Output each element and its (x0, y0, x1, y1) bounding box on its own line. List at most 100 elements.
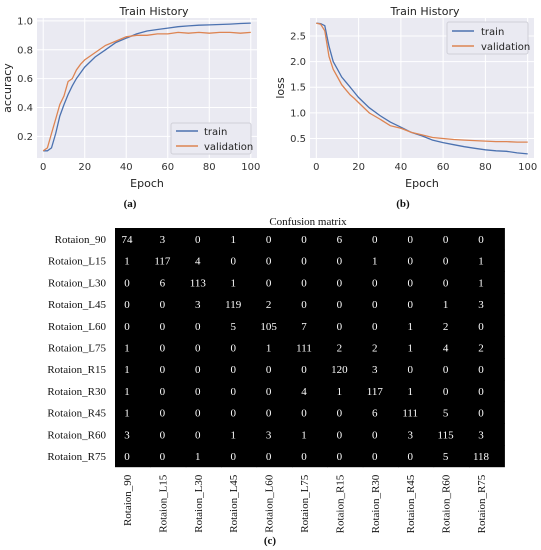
confusion-matrix-col-labels: Rotaion_90 Rotaion_L15 Rotaion_L30 Rotaion_… (122, 474, 488, 533)
confusion-matrix-value: 1 (407, 386, 413, 398)
confusion-matrix-cell (362, 271, 399, 294)
confusion-matrix-cell (115, 314, 151, 337)
confusion-matrix-value: 0 (230, 451, 236, 463)
confusion-matrix-value: 120 (331, 364, 348, 376)
confusion-matrix-value: 0 (407, 364, 413, 376)
confusion-matrix-cell (292, 445, 328, 468)
confusion-matrix-cell (292, 249, 328, 272)
confusion-matrix-cell (185, 228, 222, 251)
confusion-matrix-cell (327, 379, 364, 403)
accuracy-lines (42, 22, 251, 152)
confusion-matrix-row-label: Rotaion_R45 (47, 408, 106, 420)
confusion-matrix-value: 3 (266, 429, 272, 441)
confusion-matrix-value: 0 (160, 343, 166, 355)
confusion-matrix-value: 119 (225, 299, 242, 311)
confusion-matrix-value: 0 (443, 256, 449, 268)
confusion-matrix-cell (362, 401, 399, 424)
confusion-matrix-cell (469, 423, 505, 446)
accuracy-x-tick-label: 100 (241, 162, 260, 173)
confusion-matrix-value: 3 (478, 429, 484, 441)
confusion-matrix-value: 0 (124, 451, 130, 463)
confusion-matrix-cell (150, 314, 187, 337)
confusion-matrix-value: 0 (195, 429, 201, 441)
confusion-matrix-cell (398, 336, 435, 359)
confusion-matrix-value: 1 (195, 451, 201, 463)
loss-chart: Train History 0 20 40 60 80 100 0.5 1.0 1.5 2.0 2.… (274, 5, 537, 210)
confusion-matrix-cell (327, 249, 364, 272)
confusion-matrix-value: 74 (122, 234, 134, 246)
confusion-matrix-value: 0 (301, 234, 307, 246)
confusion-matrix-value: 1 (407, 321, 413, 333)
confusion-matrix-cell (433, 228, 470, 251)
confusion-matrix-cell (433, 336, 470, 359)
confusion-matrix-cell (433, 445, 470, 468)
accuracy-x-tick-label: 40 (120, 162, 133, 173)
confusion-matrix-cell (469, 336, 505, 359)
confusion-matrix-cell (362, 423, 399, 446)
confusion-matrix-cell (115, 336, 151, 359)
confusion-matrix-value: 0 (337, 299, 343, 311)
confusion-matrix-value: 4 (301, 386, 307, 398)
confusion-matrix-cell (433, 271, 470, 294)
confusion-matrix-value: 0 (230, 256, 236, 268)
confusion-matrix-value: 0 (372, 277, 378, 289)
confusion-matrix-col-label: Rotaion_R75 (476, 474, 488, 533)
confusion-matrix-cell (256, 423, 293, 446)
accuracy-legend-validation-label: validation (204, 142, 253, 153)
confusion-matrix-cell (256, 445, 293, 468)
confusion-matrix-value: 0 (195, 234, 201, 246)
confusion-matrix-value: 1 (230, 234, 236, 246)
confusion-matrix-cell (115, 271, 151, 294)
loss-legend: train validation (446, 21, 530, 55)
confusion-matrix-value: 0 (337, 429, 343, 441)
accuracy-caption: (a) (124, 198, 137, 210)
accuracy-x-tick-label: 20 (78, 162, 91, 173)
confusion-matrix-cell (150, 228, 187, 251)
accuracy-y-tick-label: 0.8 (17, 45, 33, 56)
confusion-matrix-value: 0 (443, 386, 449, 398)
confusion-matrix-row-label: Rotaion_R60 (47, 429, 106, 441)
loss-y-tick-label: 1.5 (290, 83, 306, 94)
confusion-matrix-cell (398, 271, 435, 294)
confusion-matrix-cell (150, 379, 187, 403)
confusion-matrix-cell (327, 445, 364, 468)
loss-y-tick-label: 1.0 (290, 108, 306, 119)
confusion-matrix-value: 2 (266, 299, 272, 311)
loss-x-tick-label: 0 (313, 162, 319, 173)
confusion-matrix-value: 0 (230, 386, 236, 398)
loss-legend-validation-label: validation (481, 42, 530, 53)
confusion-matrix-value: 1 (124, 343, 130, 355)
confusion-matrix-value: 5 (230, 321, 236, 333)
confusion-matrix-cell (185, 379, 222, 403)
confusion-matrix-col-label: Rotaion_L75 (299, 474, 311, 533)
confusion-matrix-value: 0 (124, 299, 130, 311)
confusion-matrix-value: 1 (443, 299, 449, 311)
loss-y-tick-label: 2.0 (290, 57, 306, 68)
confusion-matrix-row-label: Rotaion_R15 (47, 364, 106, 376)
confusion-matrix-cell (292, 271, 328, 294)
confusion-matrix-value: 0 (195, 321, 201, 333)
confusion-matrix-cell (327, 228, 364, 251)
accuracy-y-axis-label: accuracy (1, 63, 14, 113)
confusion-matrix-value: 0 (478, 234, 484, 246)
loss-x-tick-label: 100 (518, 162, 537, 173)
loss-x-axis-label: Epoch (405, 177, 439, 190)
confusion-matrix-cell (150, 336, 187, 359)
confusion-matrix-col-label: Rotaion_R30 (370, 474, 382, 533)
confusion-matrix-value: 0 (266, 277, 272, 289)
loss-x-tick-label: 60 (437, 162, 450, 173)
confusion-matrix-value: 1 (124, 386, 130, 398)
confusion-matrix-value: 3 (195, 299, 201, 311)
confusion-matrix-cell (327, 358, 364, 381)
confusion-matrix-value: 0 (443, 364, 449, 376)
confusion-matrix-value: 0 (160, 451, 166, 463)
accuracy-validation-line (42, 31, 251, 152)
confusion-matrix-cell (398, 293, 435, 316)
confusion-matrix-cell (115, 401, 151, 424)
confusion-matrix-value: 0 (443, 234, 449, 246)
confusion-matrix-value: 0 (301, 451, 307, 463)
confusion-matrix-cell (292, 358, 328, 381)
confusion-matrix-value: 111 (402, 408, 418, 420)
confusion-matrix-value: 0 (301, 364, 307, 376)
confusion-matrix-row-label: Rotaion_L45 (48, 299, 107, 311)
